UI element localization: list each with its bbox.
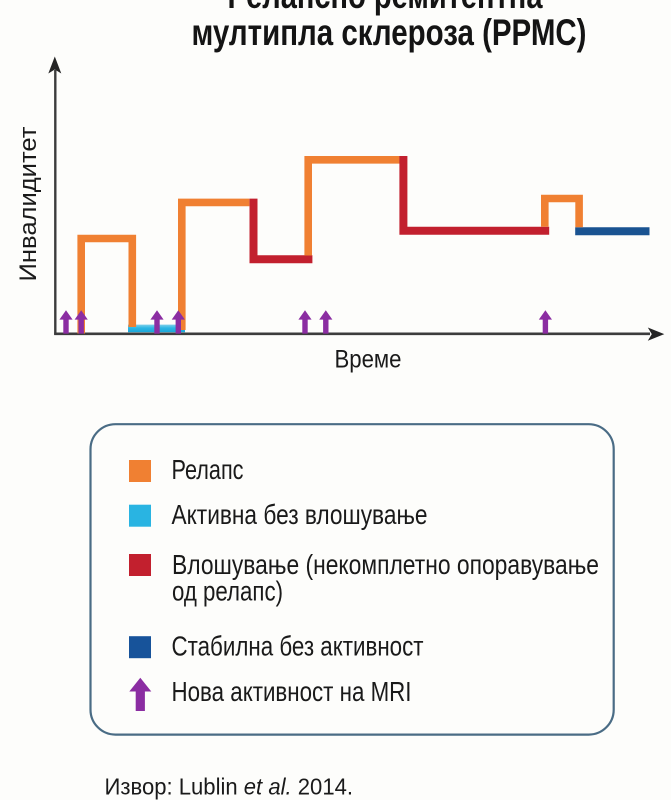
svg-text:од релапс): од релапс) [172, 576, 283, 607]
svg-text:Време: Време [335, 346, 402, 374]
svg-text:Релапс: Релапс [172, 454, 244, 485]
svg-text:Релапсно ремитентна: Релапсно ремитентна [228, 0, 543, 16]
svg-text:Влошување (некомплетно опораву: Влошување (некомплетно опоравување [172, 549, 599, 580]
svg-text:Извор: Lublin et al. 2014.: Извор: Lublin et al. 2014. [105, 774, 354, 800]
svg-text:мултипла склероза (РРМС): мултипла склероза (РРМС) [192, 12, 587, 53]
svg-text:Стабилна без активност: Стабилна без активност [172, 631, 424, 662]
svg-text:Активна без влошување: Активна без влошување [172, 499, 428, 530]
svg-text:Нова активност на MRI: Нова активност на MRI [172, 676, 412, 707]
svg-text:Инвалидитет: Инвалидитет [15, 126, 42, 281]
